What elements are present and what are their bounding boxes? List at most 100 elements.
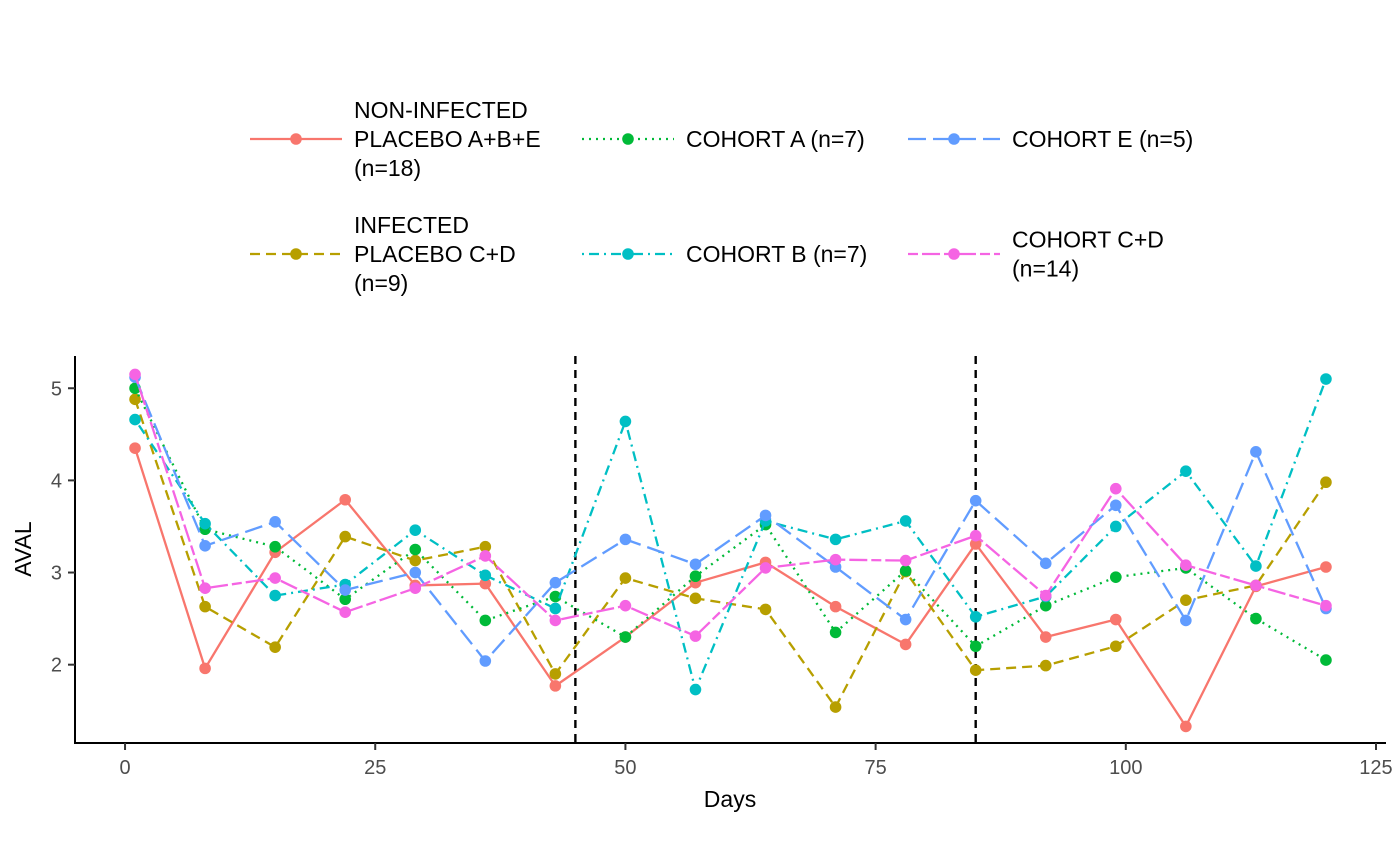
series-4 [129, 371, 1332, 667]
data-point [759, 562, 772, 574]
series-line-3 [134, 378, 1328, 691]
data-point [899, 638, 912, 651]
data-point [549, 590, 562, 603]
data-point [1250, 579, 1262, 592]
series-2 [129, 382, 1332, 666]
legend-entry-5: COHORT C+D (n=14) [908, 227, 1164, 282]
legend-label: COHORT E (n=5) [1012, 126, 1193, 152]
data-point [829, 626, 842, 639]
series-3 [129, 373, 1332, 696]
reference-lines [574, 356, 977, 743]
series-line-1 [133, 398, 1327, 709]
data-point [199, 517, 211, 530]
series-line-5 [133, 374, 1327, 638]
data-point [479, 614, 492, 627]
legend-label: (n=9) [354, 270, 408, 296]
data-point [689, 683, 702, 696]
data-point [339, 584, 352, 596]
data-point [969, 610, 982, 623]
data-point [689, 570, 702, 583]
legend-label: COHORT A (n=7) [686, 126, 865, 152]
data-point [1039, 659, 1052, 672]
legend-key-point [622, 248, 634, 260]
data-point [409, 582, 422, 594]
plot-series [129, 368, 1332, 733]
data-point [1109, 640, 1122, 653]
data-point [199, 540, 211, 552]
x-tick-label: 0 [119, 757, 130, 779]
series-line-4 [133, 376, 1327, 663]
data-point [269, 572, 281, 584]
data-point [899, 515, 912, 527]
legend-label: INFECTED [354, 212, 469, 238]
legend-entry-1: INFECTED PLACEBO C+D (n=9) [250, 212, 516, 296]
y-tick-label: 2 [51, 655, 62, 677]
data-point [759, 509, 772, 522]
legend: NON-INFECTED PLACEBO A+B+E (n=18) INFECTED P… [250, 97, 1193, 296]
series-1 [129, 393, 1332, 713]
legend-key-point [948, 133, 960, 145]
data-point [619, 599, 632, 612]
legend-entry-3: COHORT B (n=7) [582, 241, 867, 267]
data-point [619, 631, 632, 643]
legend-key-point [290, 133, 302, 145]
data-point [1109, 571, 1122, 583]
data-point [339, 593, 352, 606]
data-point [899, 554, 912, 567]
legend-key-point [290, 248, 302, 260]
series-0 [129, 442, 1332, 733]
data-point [409, 566, 422, 579]
data-point [1320, 561, 1332, 573]
data-point [1320, 654, 1332, 666]
legend-entry-2: COHORT A (n=7) [582, 126, 865, 152]
legend-label: PLACEBO A+B+E [354, 126, 541, 152]
data-point [619, 533, 632, 546]
data-point [409, 543, 422, 556]
legend-key-point [948, 248, 960, 260]
data-point [969, 529, 982, 542]
data-point [899, 564, 912, 577]
data-point [829, 600, 842, 613]
data-point [1180, 465, 1192, 477]
data-point [829, 533, 842, 546]
data-point [1320, 476, 1332, 489]
data-point [409, 554, 422, 567]
data-point [899, 613, 912, 626]
data-point [969, 538, 982, 550]
data-point [339, 493, 352, 506]
legend-label: COHORT B (n=7) [686, 241, 867, 267]
data-point [479, 540, 492, 553]
x-tick-label: 25 [364, 757, 386, 779]
data-point [969, 640, 982, 653]
series-line-2 [134, 387, 1327, 662]
data-point [479, 569, 492, 582]
data-point [479, 655, 492, 667]
data-point [1250, 612, 1262, 625]
data-point [199, 600, 211, 613]
data-point [549, 602, 562, 615]
data-point [1039, 599, 1052, 612]
data-point [829, 553, 842, 566]
data-point [269, 516, 281, 528]
x-tick-label: 75 [864, 757, 886, 779]
data-point [269, 641, 281, 653]
series-5 [129, 368, 1332, 642]
x-tick-label: 50 [614, 757, 636, 779]
data-point [619, 415, 632, 428]
data-point [689, 558, 702, 571]
data-point [199, 662, 211, 675]
data-point [479, 550, 492, 562]
y-tick-label: 5 [51, 378, 62, 400]
data-point [549, 576, 562, 589]
legend-label: PLACEBO C+D [354, 241, 516, 267]
data-point [269, 589, 281, 602]
data-point [1250, 446, 1262, 458]
data-point [1039, 631, 1052, 643]
data-point [969, 494, 982, 507]
data-point [549, 614, 562, 627]
data-point [129, 442, 141, 454]
data-point [339, 530, 352, 543]
data-point [1109, 499, 1122, 512]
